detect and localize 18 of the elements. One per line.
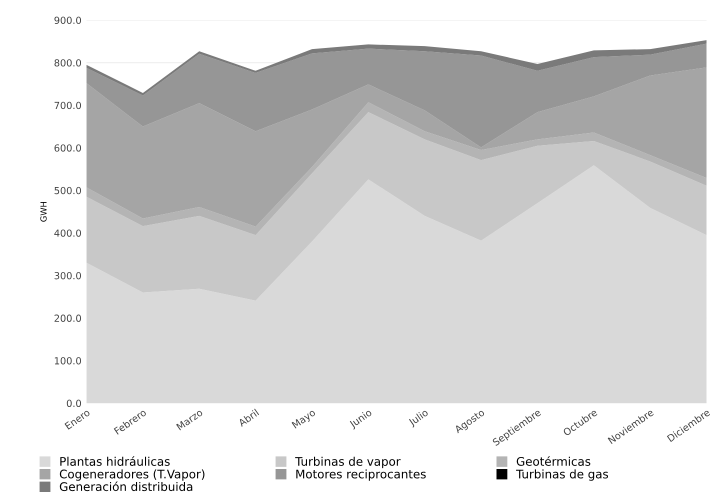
y-axis-title: GWH bbox=[40, 202, 47, 222]
legend-label: Geotérmicas bbox=[516, 456, 590, 466]
y-tick-label: 900.0 bbox=[54, 16, 82, 24]
y-tick-label: 400.0 bbox=[54, 229, 82, 237]
legend-label: Generación distribuida bbox=[60, 481, 192, 492]
y-tick-label: 300.0 bbox=[54, 272, 82, 280]
legend-label: Cogeneradores (T.Vapor) bbox=[60, 469, 204, 481]
y-tick-label: 800.0 bbox=[54, 59, 82, 67]
legend-label: Turbinas de vapor bbox=[295, 456, 401, 468]
y-tick-label: 200.0 bbox=[54, 314, 82, 322]
y-tick-label: 700.0 bbox=[54, 102, 82, 110]
y-tick-label: 500.0 bbox=[54, 186, 82, 194]
legend-label: Motores reciprocantes bbox=[296, 469, 426, 481]
y-tick-label: 600.0 bbox=[54, 144, 82, 152]
legend-label: Plantas hidráulicas bbox=[60, 456, 170, 466]
legend-label: Turbinas de gas bbox=[516, 469, 608, 481]
y-tick-label: 0.0 bbox=[66, 400, 82, 408]
y-tick-label: 100.0 bbox=[54, 357, 82, 364]
